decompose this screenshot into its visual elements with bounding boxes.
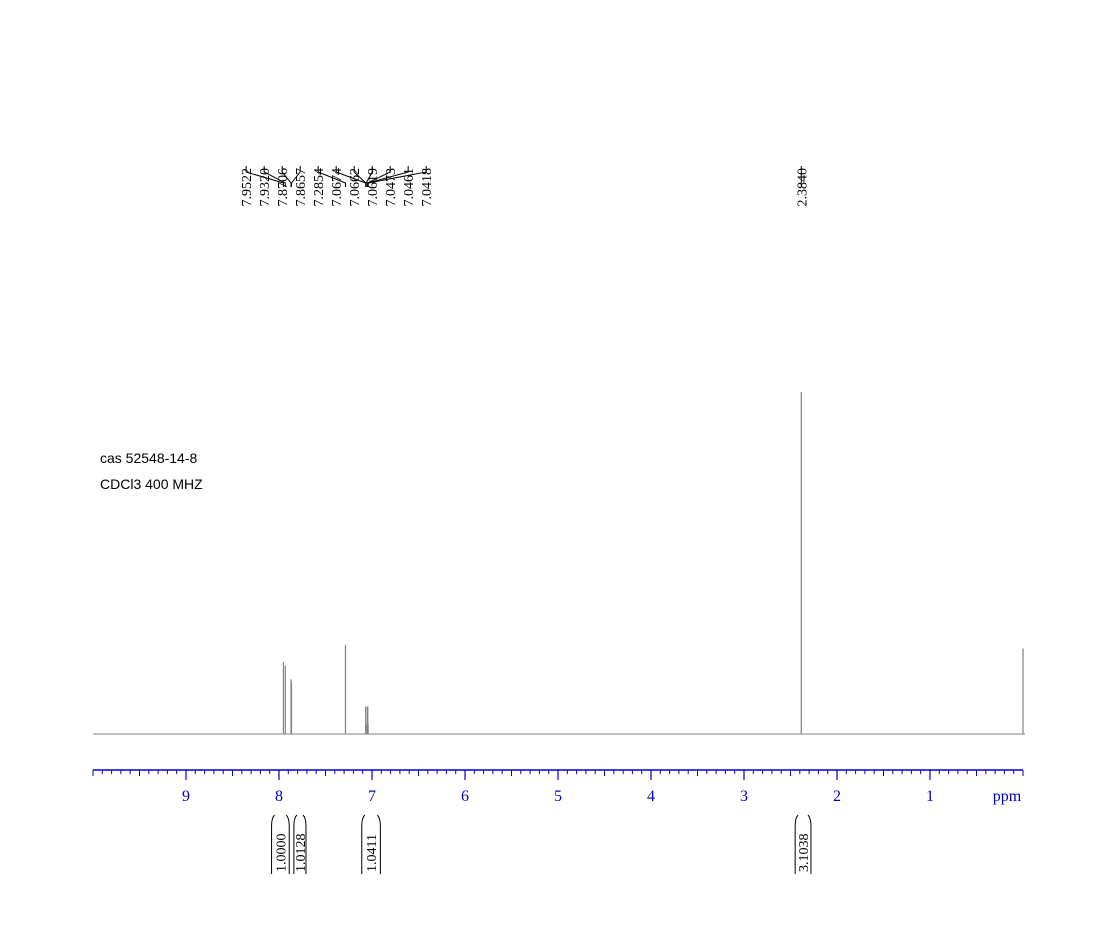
peak-label: 7.9320 (258, 168, 273, 207)
x-tick-label: 5 (554, 788, 562, 805)
peak-label: 7.0461 (402, 168, 417, 207)
sample-text: cas 52548-14-8 (100, 450, 198, 466)
peak-label: 7.9522 (240, 168, 255, 207)
integral-label: 3.1038 (797, 834, 812, 873)
peak-label: 2.3840 (795, 168, 810, 207)
integral-bracket (794, 814, 812, 874)
x-tick-label: 8 (275, 788, 283, 805)
integral-bracket (293, 814, 307, 874)
integral-label: 1.0000 (274, 834, 289, 873)
x-tick-label: 3 (740, 788, 748, 805)
peak-connector (245, 166, 284, 187)
peak-connector (263, 166, 286, 187)
peak-label: 7.8706 (276, 168, 291, 207)
peak-connector (365, 166, 373, 187)
peak-label: 7.2854 (312, 168, 327, 207)
integral-bracket (361, 814, 381, 874)
peak-label: 7.8657 (294, 168, 309, 207)
x-tick-label: 6 (461, 788, 469, 805)
x-tick-label: 7 (368, 788, 376, 805)
peak-connector (317, 166, 346, 187)
peak-connector (367, 166, 427, 187)
x-tick-label: 9 (182, 788, 190, 805)
x-tick-label: 1 (926, 788, 934, 805)
peak-label: 7.0418 (420, 168, 435, 207)
x-axis-label: ppm (993, 788, 1022, 805)
sample-text: CDCl3 400 MHZ (100, 476, 203, 492)
x-tick-label: 4 (647, 788, 655, 805)
integral-label: 1.0411 (365, 834, 380, 872)
integral-bracket (271, 814, 290, 874)
x-tick-label: 2 (833, 788, 841, 805)
peak-label: 7.0619 (366, 168, 381, 207)
integral-label: 1.0128 (294, 834, 309, 873)
peak-connector (290, 166, 301, 187)
peak-label: 7.0674 (330, 168, 345, 207)
